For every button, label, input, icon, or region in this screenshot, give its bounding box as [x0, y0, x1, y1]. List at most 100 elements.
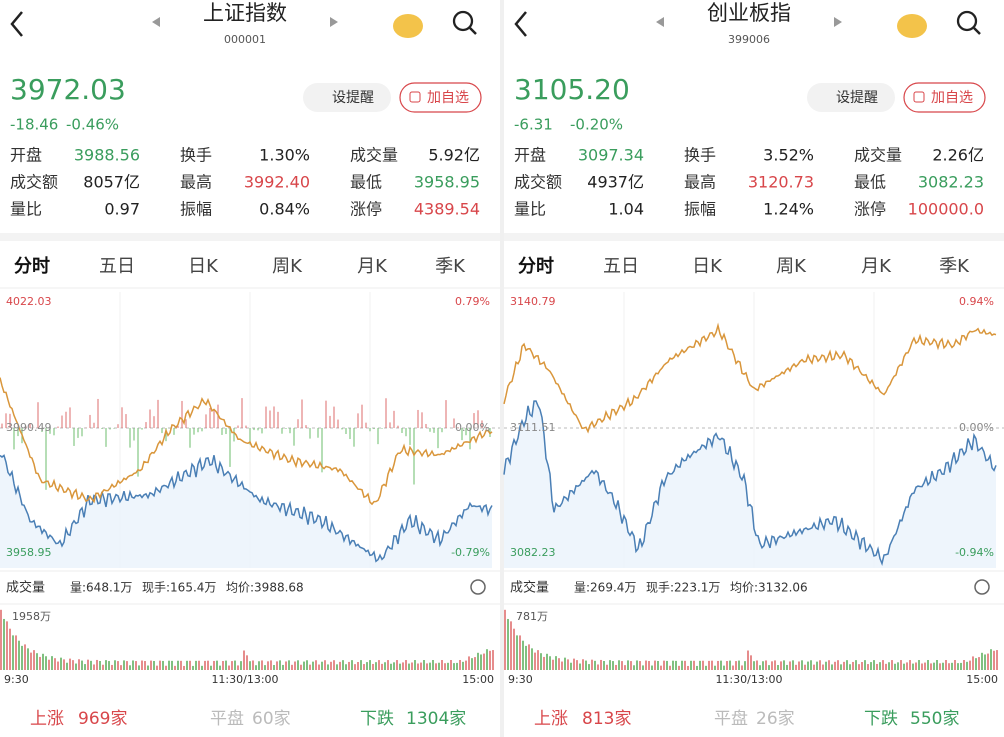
back-button[interactable] — [514, 11, 527, 37]
stat-value: 3988.56 — [74, 146, 140, 165]
stat-label: 成交量 — [854, 146, 902, 165]
settings-icon[interactable] — [974, 579, 990, 595]
breadth-count: 813家 — [582, 709, 631, 729]
stat-value: 5.92亿 — [428, 146, 480, 165]
price: 3972.03 — [10, 73, 126, 106]
stat-value: 0.97 — [104, 200, 140, 219]
stat-value: 8057亿 — [83, 173, 140, 192]
tab[interactable]: 日K — [692, 256, 723, 277]
time-mid: 11:30/13:00 — [715, 673, 782, 686]
vol-selector[interactable]: 成交量 — [510, 580, 549, 596]
change: -18.46 — [10, 116, 58, 134]
change: -6.31 — [514, 116, 553, 134]
breadth-label: 平盘 — [210, 709, 244, 729]
settings-icon[interactable] — [470, 579, 486, 595]
tab[interactable]: 月K — [861, 256, 892, 277]
prev-arrow[interactable] — [656, 17, 664, 27]
time-start: 9:30 — [508, 673, 533, 686]
tab[interactable]: 五日 — [99, 256, 135, 277]
stat-label: 量比 — [514, 200, 546, 219]
price-line — [503, 400, 997, 566]
stat-value: 3.52% — [763, 146, 814, 165]
stat-label: 最低 — [350, 173, 382, 192]
stat-value: 1.24% — [763, 200, 814, 219]
time-mid: 11:30/13:00 — [211, 673, 278, 686]
stat-value: 4389.54 — [414, 200, 480, 219]
breadth-count: 550家 — [910, 709, 959, 729]
vol-amount: 量:648.1万 — [70, 581, 132, 595]
alert-label: 设提醒 — [332, 90, 374, 106]
change-pct: -0.46% — [66, 116, 119, 134]
breadth-count: 969家 — [78, 709, 127, 729]
stat-label: 开盘 — [514, 146, 546, 165]
tab[interactable]: 季K — [435, 256, 466, 277]
price: 3105.20 — [514, 73, 630, 106]
stock-code: 399006 — [728, 33, 770, 46]
chart-mid-pct: 0.00% — [959, 421, 994, 434]
stat-value: 4937亿 — [587, 173, 644, 192]
search-icon[interactable] — [452, 10, 474, 32]
tab[interactable]: 周K — [776, 256, 807, 277]
tab[interactable]: 五日 — [603, 256, 639, 277]
search-handle — [469, 27, 477, 35]
stat-value: 3992.40 — [244, 173, 310, 192]
stat-value: 3120.73 — [748, 173, 814, 192]
stat-label: 振幅 — [180, 200, 212, 219]
breadth-count: 60家 — [252, 709, 291, 729]
vol-avg: 均价:3988.68 — [226, 581, 304, 595]
vol-amount: 量:269.4万 — [574, 581, 636, 595]
watchlist-icon — [913, 91, 925, 103]
alert-button[interactable] — [807, 83, 895, 112]
tab[interactable]: 月K — [357, 256, 388, 277]
vol-selector[interactable]: 成交量 — [6, 580, 45, 596]
alert-button[interactable] — [303, 83, 391, 112]
chart-mid-pct: 0.00% — [455, 421, 490, 434]
watchlist-label: 加自选 — [931, 90, 973, 106]
tab[interactable]: 季K — [939, 256, 970, 277]
stat-value: 0.84% — [259, 200, 310, 219]
watchlist-label: 加自选 — [427, 90, 469, 106]
stat-label: 最高 — [180, 173, 212, 192]
stat-label: 涨停 — [854, 200, 886, 219]
section-gap — [0, 233, 500, 241]
time-end: 15:00 — [462, 673, 494, 686]
chart-mid: 3111.51 — [510, 421, 556, 434]
breadth-count: 1304家 — [406, 709, 466, 729]
watchlist-button[interactable] — [903, 82, 986, 113]
mascot-icon[interactable] — [393, 14, 423, 38]
tab[interactable]: 分时 — [14, 256, 50, 277]
avg-line — [0, 377, 493, 506]
tab[interactable]: 分时 — [518, 256, 554, 277]
watchlist-button[interactable] — [399, 82, 482, 113]
mascot-icon[interactable] — [897, 14, 927, 38]
breadth-label: 下跌 — [864, 709, 898, 729]
next-arrow[interactable] — [330, 17, 338, 27]
vol-current: 现手:223.1万 — [646, 581, 720, 595]
stat-value: 3097.34 — [578, 146, 644, 165]
tab[interactable]: 周K — [272, 256, 303, 277]
section-gap — [504, 233, 1004, 241]
stat-label: 最低 — [854, 173, 886, 192]
search-handle — [973, 27, 981, 35]
avg-line — [503, 322, 997, 434]
stat-value: 100000.0 — [908, 200, 984, 219]
prev-arrow[interactable] — [152, 17, 160, 27]
watchlist-icon — [409, 91, 421, 103]
chart-low-pct: -0.94% — [955, 546, 994, 559]
chart-high-pct: 0.94% — [959, 295, 994, 308]
next-arrow[interactable] — [834, 17, 842, 27]
change-pct: -0.20% — [570, 116, 623, 134]
stat-value: 1.04 — [608, 200, 644, 219]
chart-high: 3140.79 — [510, 295, 556, 308]
search-icon[interactable] — [956, 10, 978, 32]
stock-title: 上证指数 — [203, 1, 287, 25]
stat-label: 成交额 — [514, 173, 562, 192]
breadth-label: 平盘 — [714, 709, 748, 729]
stat-value: 3082.23 — [918, 173, 984, 192]
tab[interactable]: 日K — [188, 256, 219, 277]
chart-low: 3082.23 — [510, 546, 556, 559]
back-button[interactable] — [10, 11, 23, 37]
stock-code: 000001 — [224, 33, 266, 46]
